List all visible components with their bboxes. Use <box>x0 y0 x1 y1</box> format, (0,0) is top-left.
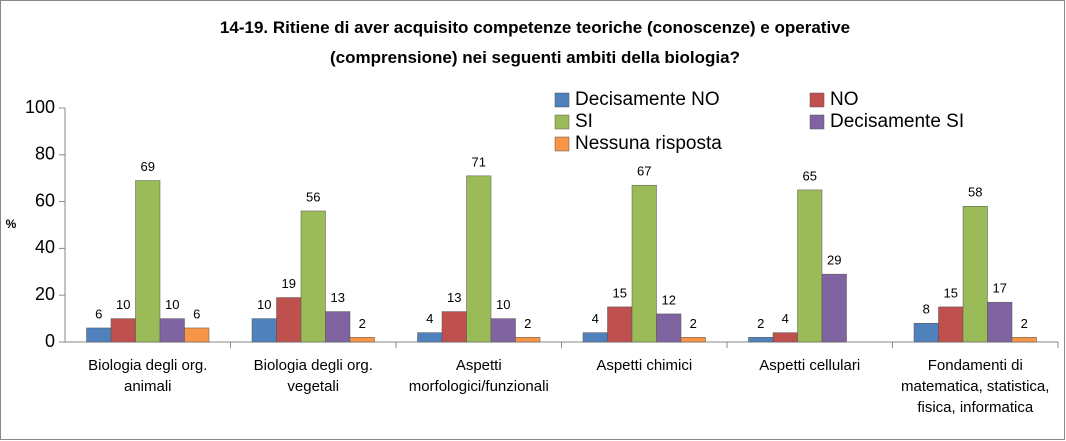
data-label: 69 <box>141 159 155 174</box>
legend-swatch <box>809 114 825 130</box>
bar <box>276 297 302 343</box>
data-label: 10 <box>257 297 271 312</box>
bar <box>772 332 798 343</box>
data-label: 6 <box>95 306 102 321</box>
data-label: 17 <box>993 281 1007 296</box>
data-label: 67 <box>637 164 651 179</box>
data-label: 12 <box>662 292 676 307</box>
y-tick-label: 0 <box>45 331 55 351</box>
data-label: 10 <box>165 297 179 312</box>
legend-swatch <box>554 92 570 108</box>
data-label: 2 <box>757 316 764 331</box>
bar <box>86 327 112 343</box>
data-label: 2 <box>690 316 697 331</box>
x-tick-label: Biologia degli org. animali <box>88 357 207 395</box>
bar <box>962 206 988 343</box>
bar <box>135 180 161 343</box>
data-label: 13 <box>331 290 345 305</box>
x-tick-label: Aspetti morfologici/funzionali <box>409 357 549 395</box>
bar <box>913 323 939 343</box>
x-tick-label: Aspetti cellulari <box>759 357 860 374</box>
bar <box>251 318 277 343</box>
y-axis-label: % <box>6 217 17 231</box>
bar <box>656 313 682 343</box>
data-label: 15 <box>613 285 627 300</box>
legend-label: Nessuna risposta <box>575 133 722 154</box>
bar <box>1011 337 1037 343</box>
chart-title: 14-19. Ritiene di aver acquisito compete… <box>220 18 850 67</box>
data-label: 58 <box>968 185 982 200</box>
bar <box>582 332 608 343</box>
legend-swatch <box>554 114 570 130</box>
bar <box>821 273 847 343</box>
y-tick-label: 80 <box>35 144 55 164</box>
y-tick-label: 60 <box>35 190 55 210</box>
y-tick-label: 100 <box>25 97 55 117</box>
bar <box>110 318 136 343</box>
bar <box>184 327 210 343</box>
data-label: 8 <box>923 302 930 317</box>
y-tick-label: 40 <box>35 237 55 257</box>
bar <box>797 189 823 343</box>
legend-label: NO <box>830 89 859 110</box>
data-label: 2 <box>359 316 366 331</box>
legend-label: SI <box>575 111 593 132</box>
y-tick-label: 20 <box>35 284 55 304</box>
data-label: 71 <box>472 154 486 169</box>
x-tick-label: Fondamenti di matematica, statistica, fisi… <box>901 357 1049 416</box>
data-label: 15 <box>944 285 958 300</box>
x-tick-label: Aspetti chimici <box>596 357 692 374</box>
data-label: 4 <box>782 311 789 326</box>
bar <box>466 175 492 343</box>
bar <box>631 184 657 343</box>
data-label: 19 <box>282 276 296 291</box>
data-label: 13 <box>447 290 461 305</box>
data-label: 4 <box>592 311 599 326</box>
bar <box>300 210 326 343</box>
legend-swatch <box>554 136 570 152</box>
data-label: 6 <box>193 306 200 321</box>
data-label: 2 <box>524 316 531 331</box>
bar <box>159 318 185 343</box>
bar <box>607 306 633 343</box>
legend-label: Decisamente SI <box>830 111 964 132</box>
data-label: 4 <box>426 311 433 326</box>
legend-label: Decisamente NO <box>575 89 720 110</box>
legend-swatch <box>809 92 825 108</box>
data-label: 29 <box>827 253 841 268</box>
bar <box>349 337 375 343</box>
data-label: 65 <box>803 168 817 183</box>
data-label: 56 <box>306 189 320 204</box>
bar <box>490 318 516 343</box>
bar <box>417 332 443 343</box>
bar <box>325 311 351 343</box>
bar <box>515 337 541 343</box>
data-label: 2 <box>1021 316 1028 331</box>
bar <box>748 337 774 343</box>
bar <box>938 306 964 343</box>
bar <box>441 311 467 343</box>
data-label: 10 <box>116 297 130 312</box>
bar <box>987 301 1013 343</box>
data-label: 10 <box>496 297 510 312</box>
bar <box>680 337 706 343</box>
x-tick-label: Biologia degli org. vegetali <box>254 357 373 395</box>
